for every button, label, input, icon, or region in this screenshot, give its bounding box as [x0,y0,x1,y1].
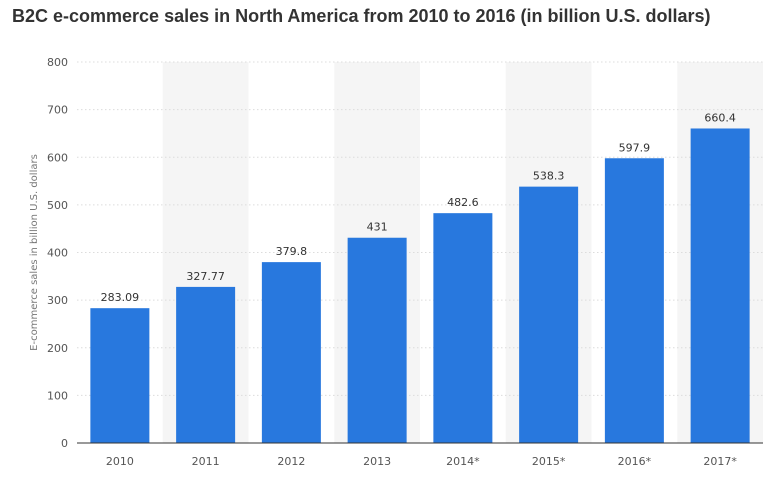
bar [690,128,750,443]
x-tick-label: 2012 [277,455,305,468]
bar [261,262,321,443]
bar [604,158,664,443]
data-label: 538.3 [533,170,565,183]
data-label: 379.8 [276,245,308,258]
data-label: 431 [367,221,388,234]
y-axis-ticks: 0 100 200 300 400 500 600 700 800 [47,56,68,450]
x-tick-label: 2017* [703,455,737,468]
y-axis-label: E-commerce sales in billion U.S. dollars [29,154,40,351]
y-tick-label: 500 [47,199,68,212]
bar [519,186,579,443]
bar [176,286,236,443]
y-tick-label: 800 [47,56,68,69]
bar [433,213,493,443]
data-label: 482.6 [447,196,479,209]
bars [90,128,750,443]
bar [347,237,407,443]
x-tick-label: 2010 [106,455,134,468]
x-tick-label: 2013 [363,455,391,468]
x-tick-label: 2015* [532,455,566,468]
x-tick-label: 2011 [192,455,220,468]
x-tick-label: 2014* [446,455,480,468]
y-tick-label: 400 [47,247,68,260]
y-tick-label: 200 [47,342,68,355]
value-labels: 283.09 327.77 379.8 431 482.6 538.3 597.9 660.4 [101,111,736,304]
bar [90,308,150,443]
chart-title: B2C e-commerce sales in North America fr… [12,6,711,26]
data-label: 327.77 [186,270,225,283]
data-label: 597.9 [619,141,651,154]
y-tick-label: 100 [47,389,68,402]
y-tick-label: 300 [47,294,68,307]
data-label: 660.4 [704,111,736,124]
y-tick-label: 0 [61,437,68,450]
x-axis-ticks: 2010 2011 2012 2013 2014* 2015* 2016* 2017* [106,455,737,468]
y-tick-label: 700 [47,104,68,117]
y-tick-label: 600 [47,151,68,164]
data-label: 283.09 [101,291,140,304]
x-tick-label: 2016* [618,455,652,468]
